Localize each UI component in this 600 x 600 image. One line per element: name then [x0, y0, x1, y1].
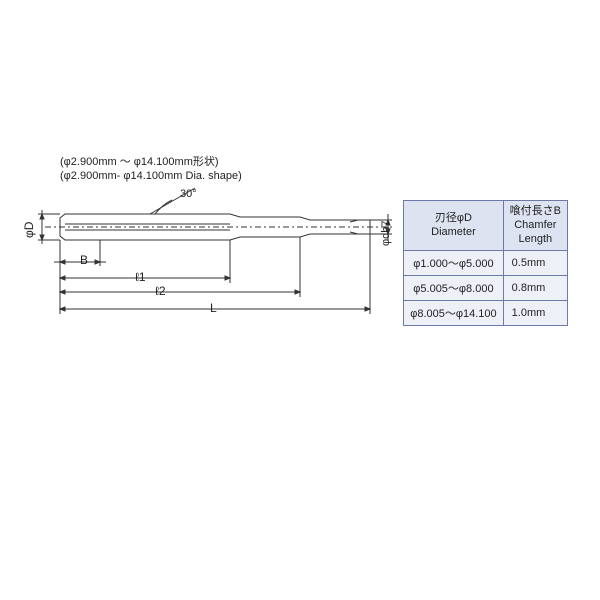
cell-chamfer: 0.8mm — [503, 276, 567, 301]
shape-note: (φ2.900mm ～ φ14.100mm形状) (φ2.900mm- φ14.… — [60, 155, 242, 184]
table-header-row: 刃径φD Diameter 喰付長さB Chamfer Length — [404, 201, 568, 251]
l-label: L — [210, 301, 217, 315]
phi-d-label: φD — [22, 222, 36, 238]
table-row: φ8.005～φ14.100 1.0mm — [404, 301, 568, 326]
cell-range: φ1.000～φ5.000 — [404, 251, 503, 276]
phi-dh7-label: φdh7 — [380, 221, 392, 247]
col1-jp: 刃径φD — [435, 212, 472, 224]
table-row: φ5.005～φ8.000 0.8mm — [404, 276, 568, 301]
cell-range: φ5.005～φ8.000 — [404, 276, 503, 301]
col2-en2: Length — [519, 233, 553, 245]
col2-jp: 喰付長さB — [510, 205, 561, 217]
chamfer-table: 刃径φD Diameter 喰付長さB Chamfer Length φ1.00… — [403, 200, 568, 326]
cell-range: φ8.005～φ14.100 — [404, 301, 503, 326]
shape-note-jp: (φ2.900mm ～ φ14.100mm形状) — [60, 155, 242, 169]
l2-label: ℓ2 — [155, 284, 166, 298]
angle-label: 30° — [180, 188, 197, 200]
col2-en1: Chamfer — [514, 219, 556, 231]
shape-note-en: (φ2.900mm- φ14.100mm Dia. shape) — [60, 169, 242, 183]
cell-chamfer: 0.5mm — [503, 251, 567, 276]
table-row: φ1.000～φ5.000 0.5mm — [404, 251, 568, 276]
col-diameter-header: 刃径φD Diameter — [404, 201, 503, 251]
col-chamfer-header: 喰付長さB Chamfer Length — [503, 201, 567, 251]
b-label: B — [80, 253, 88, 267]
l1-label: ℓ1 — [135, 270, 146, 284]
cell-chamfer: 1.0mm — [503, 301, 567, 326]
col1-en: Diameter — [431, 226, 476, 238]
